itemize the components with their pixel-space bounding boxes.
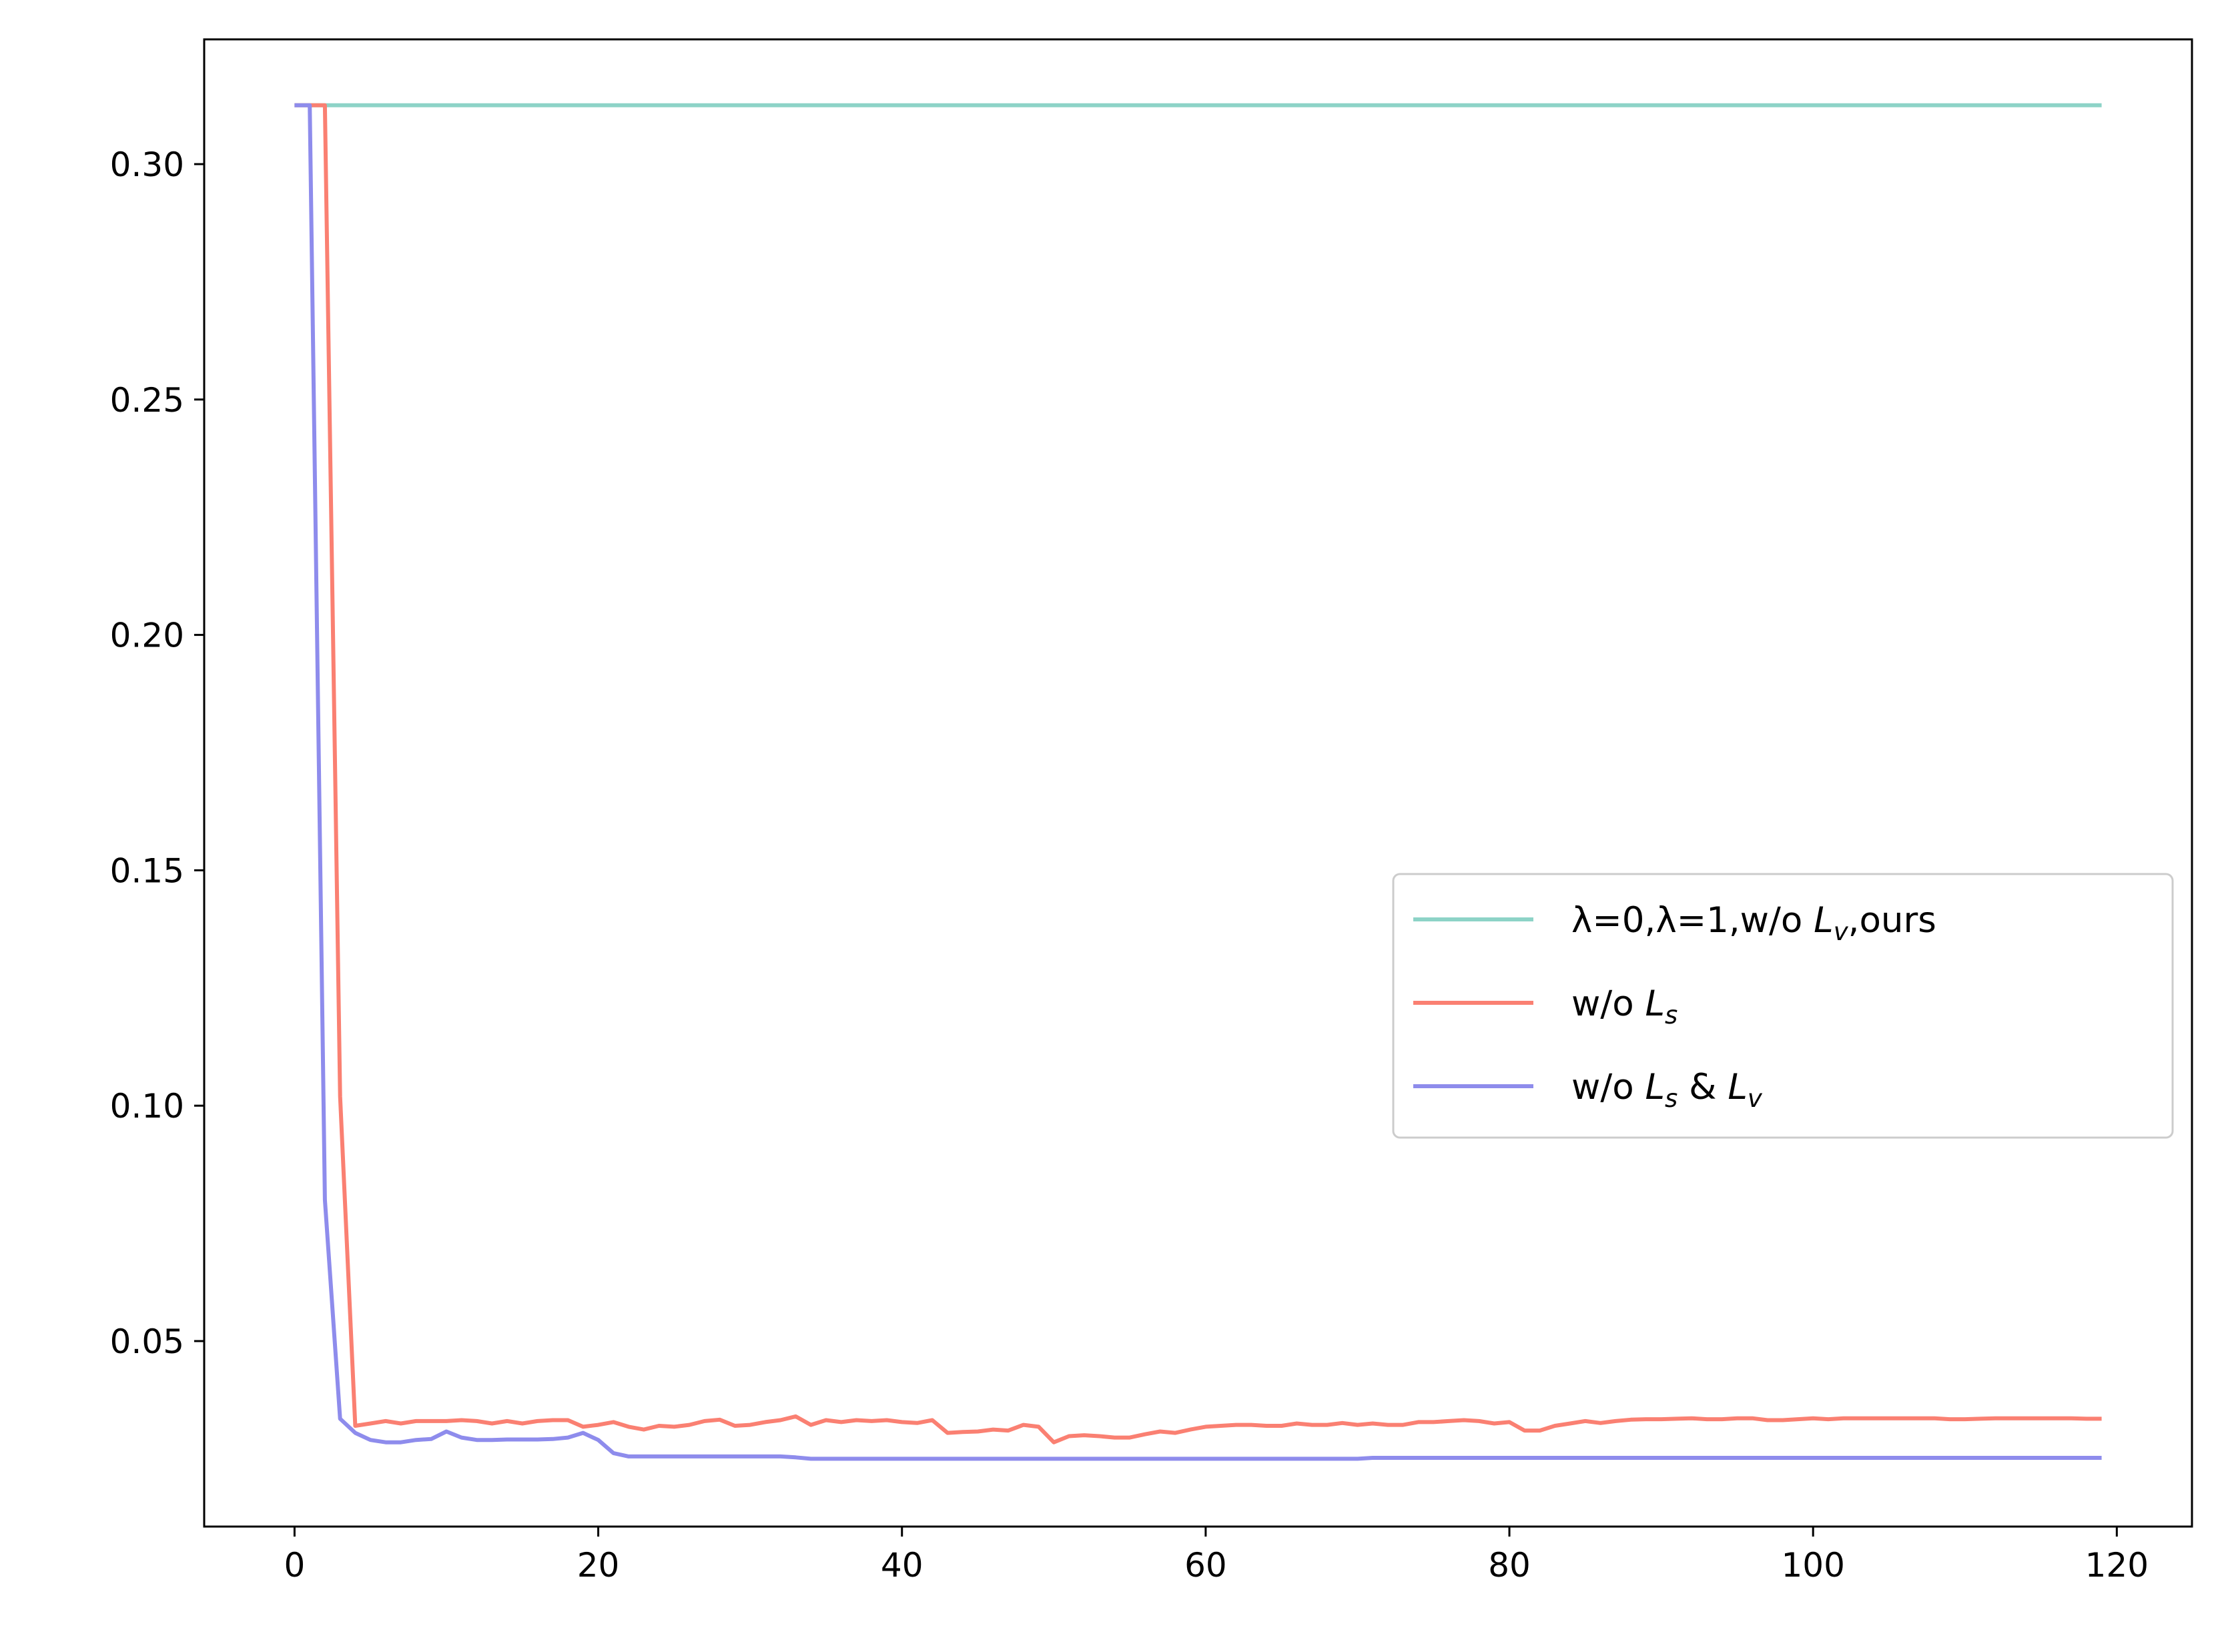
- y-tick-label: 0.25: [110, 381, 184, 420]
- legend-label-1: w/o Ls: [1571, 983, 1678, 1029]
- legend: λ=0,λ=1,w/o Lv,ours w/o Ls w/o Ls & Lv: [1392, 873, 2174, 1139]
- x-tick-label: 0: [284, 1546, 306, 1585]
- x-tick-label: 80: [1488, 1546, 1531, 1585]
- x-tick-label: 20: [577, 1546, 620, 1585]
- y-tick-label: 0.30: [110, 145, 184, 184]
- y-axis: 0.05 0.10 0.15 0.20 0.25 0.30: [110, 145, 204, 1361]
- x-tick-label: 40: [881, 1546, 923, 1585]
- x-tick-label: 60: [1184, 1546, 1227, 1585]
- series-line-1: [294, 103, 2102, 1444]
- legend-box: [1392, 873, 2174, 1139]
- plot-frame: [203, 38, 2193, 1528]
- series-line-2: [294, 103, 2102, 1461]
- y-tick-label: 0.05: [110, 1322, 184, 1361]
- y-tick-label: 0.15: [110, 851, 184, 890]
- y-tick-label: 0.20: [110, 616, 184, 655]
- x-tick-label: 120: [2085, 1546, 2149, 1585]
- legend-label-0: λ=0,λ=1,w/o Lv,ours: [1571, 900, 1936, 946]
- x-tick-label: 100: [1781, 1546, 1844, 1585]
- y-tick-label: 0.10: [110, 1087, 184, 1126]
- series-layer: [294, 103, 2102, 1461]
- legend-label-2: w/o Ls & Lv: [1571, 1067, 1763, 1113]
- x-axis: 0 20 40 60 80 100 120: [284, 1527, 2149, 1585]
